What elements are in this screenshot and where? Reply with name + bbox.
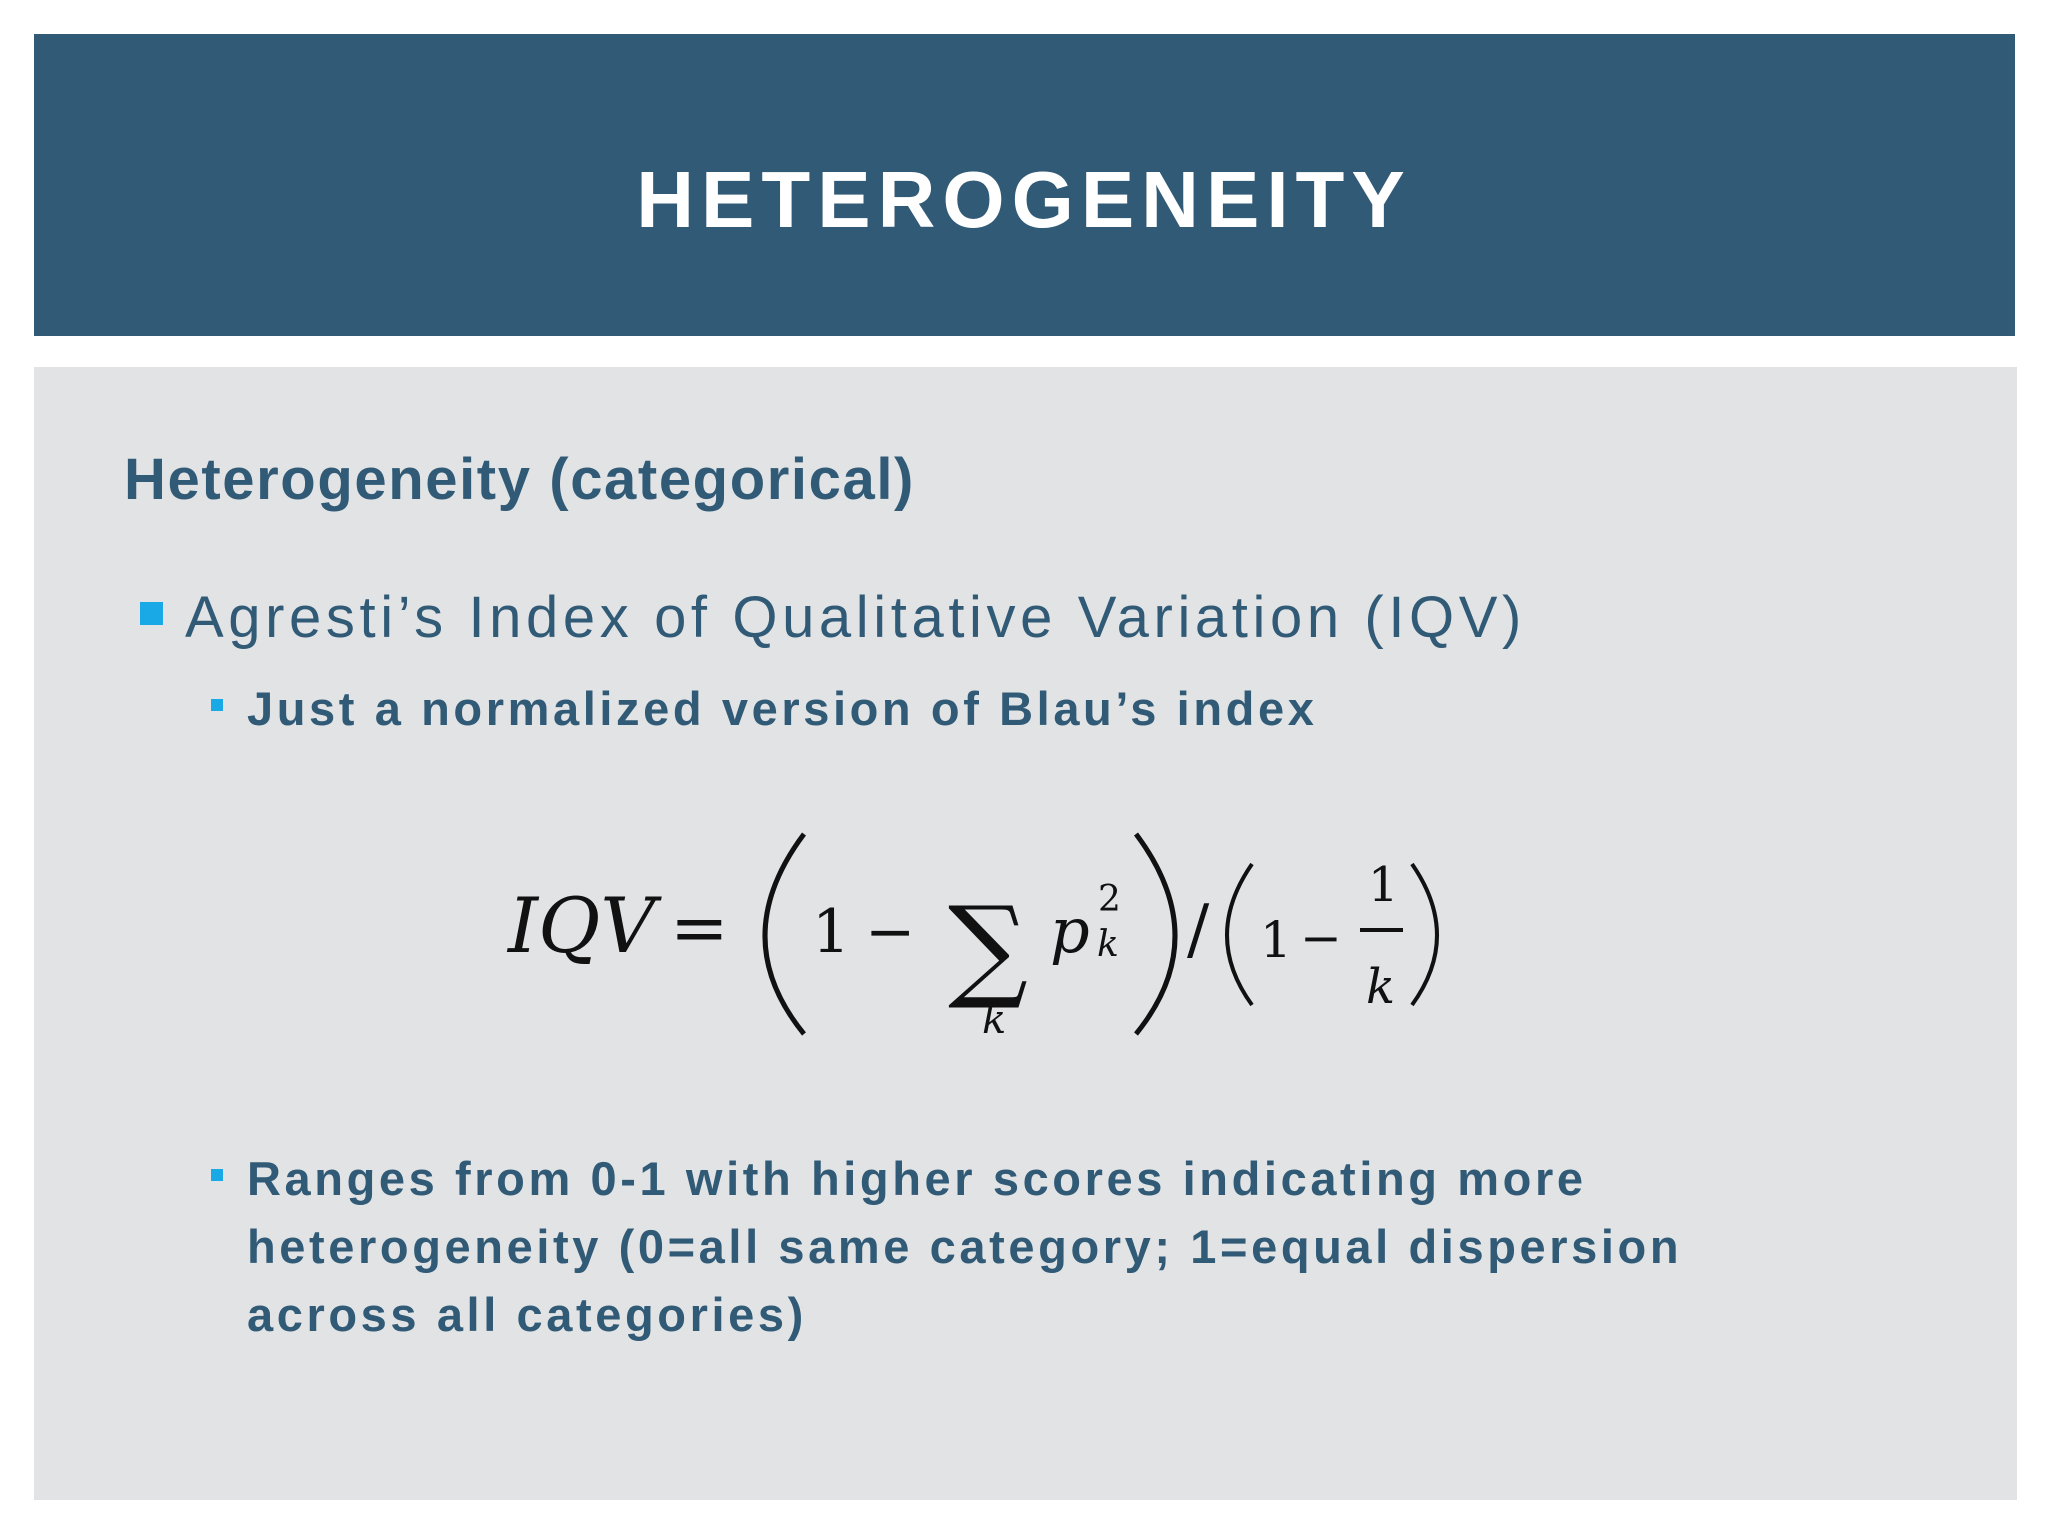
bullet-range-text: Ranges from 0-1 with higher scores indic… xyxy=(247,1145,1682,1349)
subtitle: Heterogeneity (categorical) xyxy=(124,447,915,512)
formula-exponent: 2 xyxy=(1098,879,1121,920)
right-paren-large-b xyxy=(1410,862,1439,1007)
formula-one-b: 1 xyxy=(1260,911,1292,969)
bullet-range-line-3: across all categories) xyxy=(247,1288,807,1341)
square-bullet-icon xyxy=(211,699,223,711)
formula-equals: = xyxy=(670,887,729,969)
left-paren-large-a xyxy=(762,832,807,1036)
formula-svg: IQV = 1 − ∑ k p 2 k / 1 − 1 k xyxy=(506,832,1439,1043)
formula-sum-index: k xyxy=(982,997,1006,1043)
title-bar xyxy=(34,34,2015,336)
bullet-range-line-1: Ranges from 0-1 with higher scores indic… xyxy=(247,1152,1587,1205)
formula-slash: / xyxy=(1187,891,1210,968)
square-bullet-icon xyxy=(211,1169,223,1181)
bullet-normalized-version-text: Just a normalized version of Blau’s inde… xyxy=(247,682,1318,735)
formula-iqv: IQV xyxy=(506,881,662,970)
formula-minus-a: − xyxy=(865,897,915,967)
bullet-iqv-text: Agresti’s Index of Qualitative Variation… xyxy=(185,585,1526,650)
square-bullet-icon xyxy=(140,602,163,625)
bullet-range-line-2: heterogeneity (0=all same category; 1=eq… xyxy=(247,1220,1683,1273)
formula-fraction-numerator: 1 xyxy=(1368,857,1399,913)
content-panel xyxy=(34,367,2017,1500)
iqv-formula: IQV = 1 − ∑ k p 2 k / 1 − 1 k xyxy=(460,802,1590,1077)
left-paren-large-b xyxy=(1225,862,1254,1007)
formula-sigma: ∑ xyxy=(948,883,1028,1013)
formula-subscript: k xyxy=(1097,924,1119,965)
formula-one-a: 1 xyxy=(812,897,850,967)
formula-fraction-denominator: k xyxy=(1366,959,1395,1015)
formula-p: p xyxy=(1050,894,1090,967)
right-paren-large-a xyxy=(1133,832,1178,1036)
formula-minus-b: − xyxy=(1300,909,1342,967)
slide-title: HETEROGENEITY xyxy=(636,155,1412,244)
